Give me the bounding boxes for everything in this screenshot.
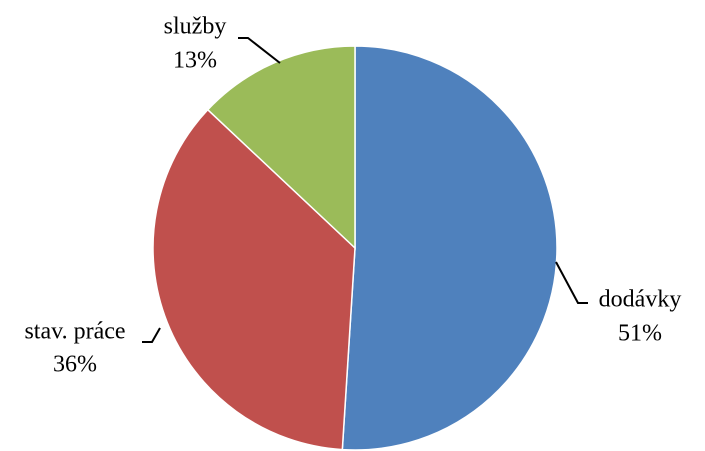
slice-label: dodávky — [599, 287, 682, 313]
slice-label: služby — [164, 14, 227, 40]
slice-label: stav. práce — [24, 319, 125, 345]
pie-slice — [206, 45, 356, 250]
value-label: 13% — [173, 48, 217, 74]
pie-slice — [341, 45, 558, 451]
leader-line — [555, 261, 588, 304]
value-label: 36% — [53, 352, 97, 378]
value-label: 51% — [618, 321, 662, 347]
leader-line — [238, 37, 281, 64]
pie-slice — [152, 108, 356, 451]
leader-line — [142, 327, 161, 343]
